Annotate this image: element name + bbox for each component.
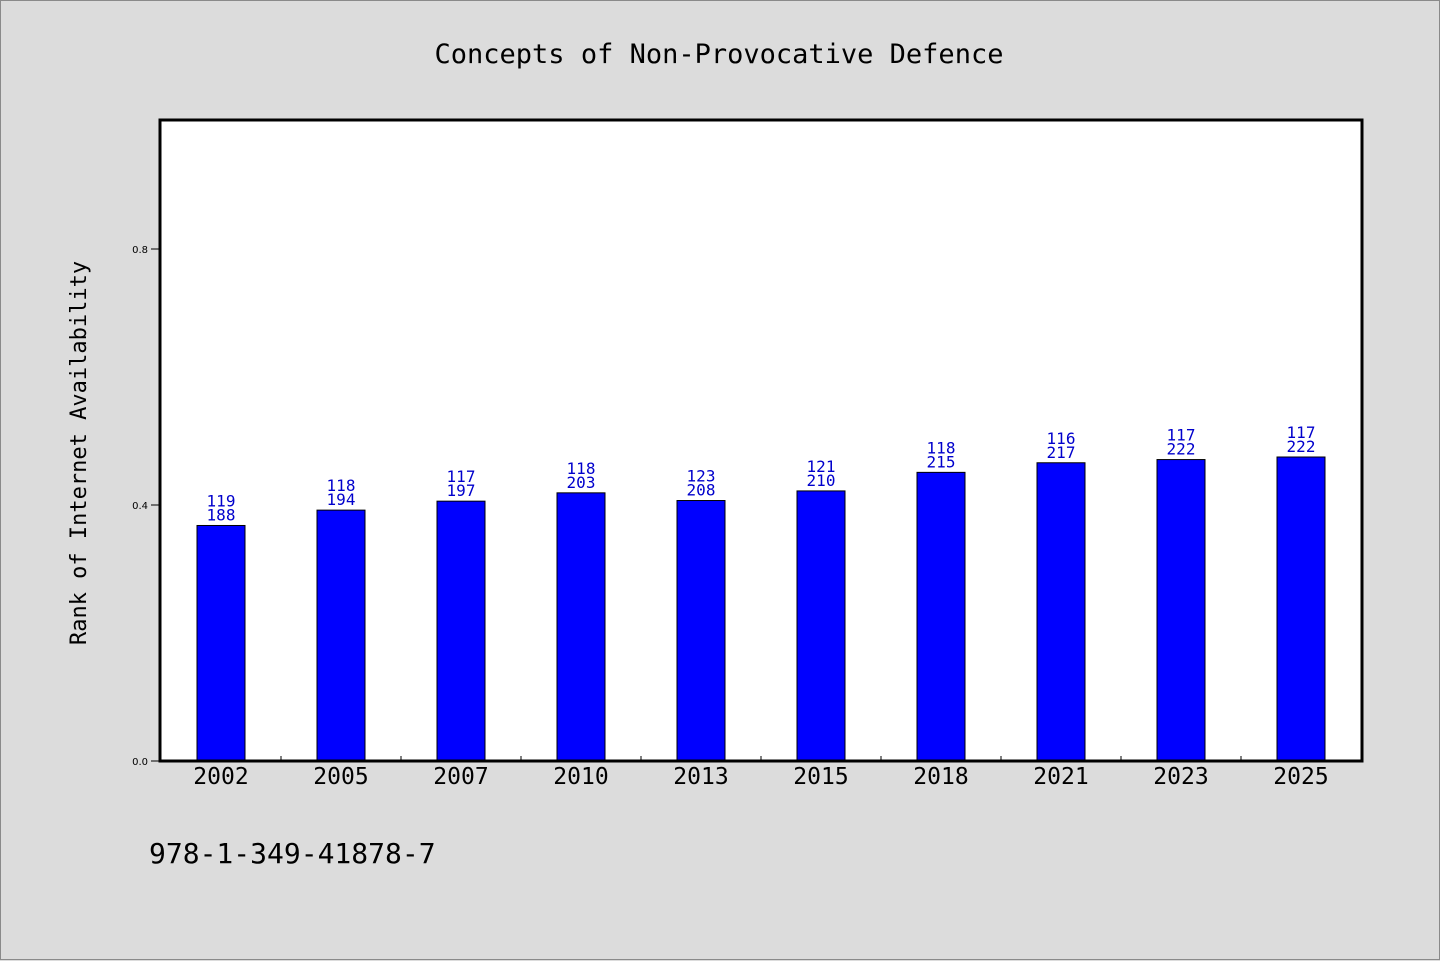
bar-2002	[196, 524, 246, 762]
x-tick-label: 2013	[673, 764, 728, 790]
bar-2015	[796, 490, 846, 762]
data-label-bottom: 215	[927, 452, 956, 471]
data-label-bottom: 222	[1287, 437, 1316, 456]
bar-2018	[916, 471, 966, 762]
data-label-top: 116	[1047, 429, 1076, 448]
data-label-top: 119	[207, 491, 236, 510]
bar-2007	[436, 500, 486, 762]
bar-2025	[1276, 456, 1326, 762]
data-label-top: 118	[567, 459, 596, 478]
bar-2013	[676, 500, 726, 762]
y-axis-label: Rank of Internet Availability	[67, 261, 92, 645]
data-label-bottom: 208	[687, 481, 716, 500]
y-tick-label: 0.0	[132, 757, 148, 768]
x-tick-label: 2018	[913, 764, 968, 790]
y-tick-label: 0.8	[132, 245, 148, 256]
chart-title: Concepts of Non-Provocative Defence	[435, 39, 1004, 70]
data-label-bottom: 210	[807, 471, 836, 490]
x-tick-label: 2021	[1033, 764, 1088, 790]
bar-2023	[1156, 459, 1206, 762]
x-tick-label: 2007	[433, 764, 488, 790]
x-tick-label: 2015	[793, 764, 848, 790]
x-tick-label: 2010	[553, 764, 608, 790]
bar-2005	[316, 509, 366, 762]
data-label-top: 123	[687, 467, 716, 486]
bar-2010	[556, 492, 606, 762]
plot-frame	[158, 118, 1364, 763]
bar-2021	[1036, 462, 1086, 762]
data-label-top: 117	[1287, 423, 1316, 442]
data-label-bottom: 203	[567, 473, 596, 492]
data-label-bottom: 217	[1047, 443, 1076, 462]
data-label-bottom: 188	[207, 505, 236, 524]
footer-isbn: 978-1-349-41878-7	[149, 837, 436, 870]
data-label-top: 118	[927, 438, 956, 457]
data-label-bottom: 222	[1167, 440, 1196, 459]
chart-marks: 0.00.40.81191882002118194200511719720071…	[132, 245, 1329, 790]
y-tick-label: 0.4	[132, 501, 148, 512]
data-label-top: 121	[807, 457, 836, 476]
x-tick-label: 2023	[1153, 764, 1208, 790]
x-tick-label: 2025	[1273, 764, 1328, 790]
data-label-bottom: 194	[327, 490, 356, 509]
x-tick-label: 2002	[193, 764, 248, 790]
data-label-bottom: 197	[447, 481, 476, 500]
data-label-top: 118	[327, 476, 356, 495]
data-label-top: 117	[1167, 426, 1196, 445]
data-label-top: 117	[447, 467, 476, 486]
x-tick-label: 2005	[313, 764, 368, 790]
